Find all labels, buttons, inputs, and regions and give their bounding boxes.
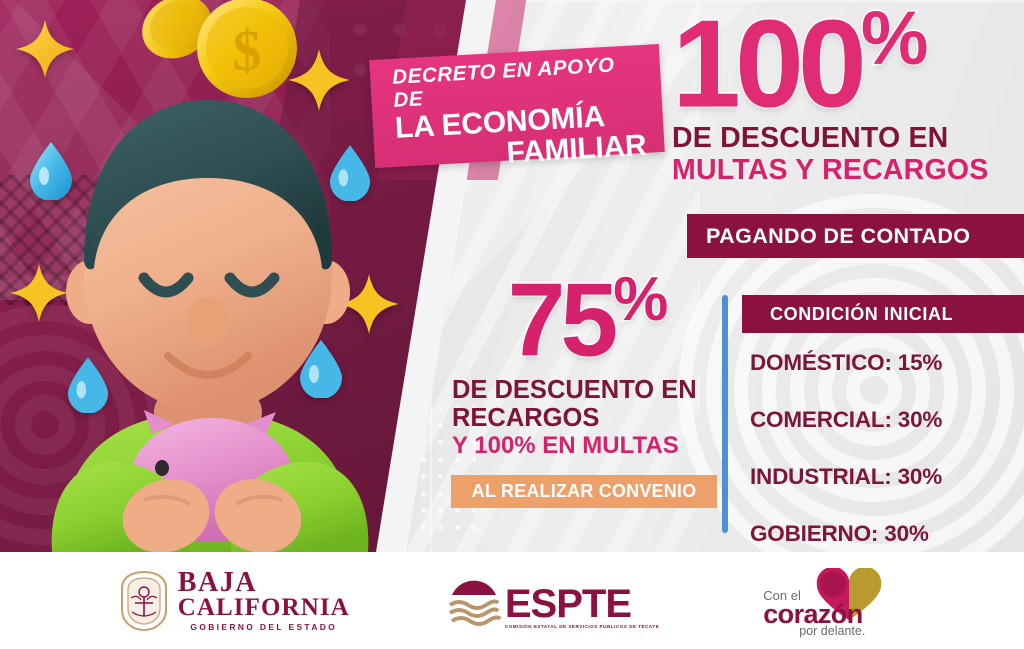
coin-icon bbox=[138, 0, 216, 69]
primary-offer-subtitle-dark: DE DESCUENTO EN bbox=[672, 122, 949, 155]
water-drop-icon bbox=[66, 355, 110, 413]
table-blue-accent-bar bbox=[722, 295, 728, 533]
logo-cespte: ESPTE COMISIÓN ESTATAL DE SERVICIOS PÚBL… bbox=[446, 573, 659, 629]
secondary-offer-subtitle-1: DE DESCUENTO EN bbox=[452, 376, 697, 405]
table-row: INDUSTRIAL: 30% bbox=[750, 464, 943, 489]
heart-icon bbox=[816, 567, 882, 620]
character-illustration bbox=[40, 60, 380, 553]
primary-offer-subtitle-pink: MULTAS Y RECARGOS bbox=[672, 153, 989, 186]
table-header: CONDICIÓN INICIAL bbox=[742, 295, 1024, 333]
corazon-line-2: corazón bbox=[763, 598, 863, 629]
secondary-offer-subtitle-2: RECARGOS bbox=[452, 404, 600, 433]
secondary-offer-subtitle-3: Y 100% EN MULTAS bbox=[452, 432, 679, 460]
bc-line-2: CALIFORNIA bbox=[177, 594, 350, 622]
primary-offer-block: 100% DE DESCUENTO EN MULTAS Y RECARGOS bbox=[671, 0, 1024, 187]
primary-offer-number: 100 bbox=[671, 0, 869, 134]
bc-line-1: BAJA bbox=[177, 567, 258, 599]
coat-of-arms-icon bbox=[120, 570, 167, 631]
water-drop-icon bbox=[328, 143, 372, 201]
primary-offer-value: 100% bbox=[671, 0, 1024, 128]
decreto-banner: DECRETO EN APOYO DE LA ECONOMÍA FAMILIAR bbox=[369, 43, 665, 169]
secondary-offer-value: 75% bbox=[452, 267, 722, 374]
primary-offer-percent: % bbox=[859, 0, 930, 81]
logo-corazon: Con el corazón por delante. bbox=[755, 566, 905, 638]
secondary-offer-condition-bar: AL REALIZAR CONVENIO bbox=[451, 475, 717, 508]
water-drop-icon bbox=[28, 140, 74, 200]
sparkle-star-icon bbox=[14, 18, 76, 80]
corazon-line-1: Con el bbox=[763, 587, 801, 603]
water-drop-icon bbox=[298, 338, 344, 398]
cespte-wordmark: ESPTE bbox=[504, 581, 632, 626]
secondary-offer-percent: % bbox=[612, 265, 670, 334]
table-row: DOMÉSTICO: 15% bbox=[750, 350, 943, 375]
sparkle-star-icon bbox=[286, 47, 352, 113]
table-row: COMERCIAL: 30% bbox=[750, 407, 943, 432]
logo-baja-california: BAJA CALIFORNIA GOBIERNO DEL ESTADO bbox=[119, 567, 350, 633]
corazon-line-3: por delante. bbox=[799, 623, 866, 638]
sparkle-star-icon bbox=[8, 262, 70, 324]
table-row: GOBIERNO: 30% bbox=[750, 521, 929, 546]
secondary-offer-block: 75% DE DESCUENTO EN RECARGOS Y 100% EN M… bbox=[452, 267, 722, 460]
bc-line-3: GOBIERNO DEL ESTADO bbox=[190, 622, 338, 633]
coin-peso-icon: $ bbox=[193, 0, 301, 106]
secondary-offer-number: 75 bbox=[506, 262, 620, 379]
primary-offer-condition-bar: PAGANDO DE CONTADO bbox=[687, 214, 1024, 258]
footer-logo-bar: BAJA CALIFORNIA GOBIERNO DEL ESTADO ESPT… bbox=[0, 552, 1024, 649]
cespte-c-icon bbox=[448, 580, 502, 626]
sparkle-star-icon bbox=[337, 272, 401, 336]
baja-california-wordmark: BAJA CALIFORNIA GOBIERNO DEL ESTADO bbox=[177, 567, 350, 633]
svg-text:$: $ bbox=[233, 18, 262, 83]
cespte-subtitle: COMISIÓN ESTATAL DE SERVICIOS PÚBLICOS D… bbox=[504, 623, 660, 629]
